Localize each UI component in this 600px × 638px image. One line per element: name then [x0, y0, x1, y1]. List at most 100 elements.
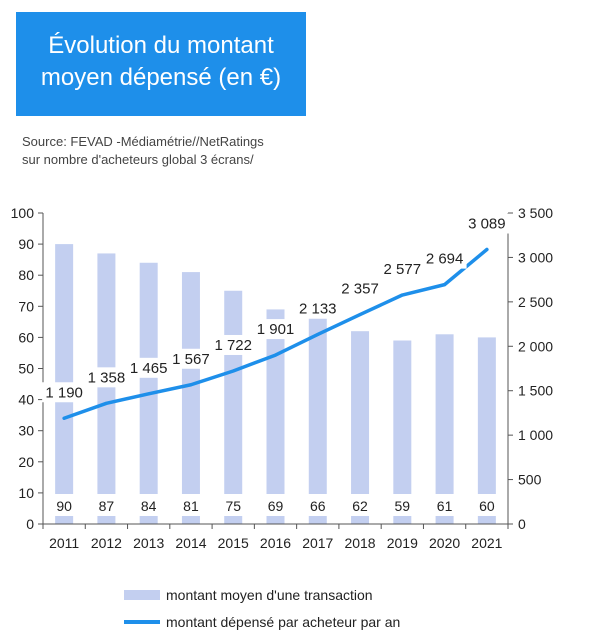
- right-tick-label: 1 000: [518, 427, 553, 443]
- left-tick-label: 10: [18, 485, 34, 501]
- line-label-box: [84, 367, 129, 388]
- line-point: [147, 392, 151, 396]
- bar: [181, 272, 200, 524]
- bar: [97, 253, 116, 524]
- line-label-box: [168, 348, 213, 369]
- source-line2: sur nombre d'acheteurs global 3 écrans/: [22, 152, 254, 167]
- bar: [308, 318, 327, 524]
- x-tick-label: 2015: [218, 535, 249, 551]
- x-tick-label: 2014: [175, 535, 206, 551]
- bar-label-box: [51, 494, 78, 516]
- line-label-box: [422, 248, 467, 269]
- left-tick-label: 90: [18, 236, 34, 252]
- left-tick-label: 0: [26, 516, 34, 532]
- right-tick-label: 0: [518, 516, 526, 532]
- bar-value-label: 87: [99, 498, 115, 514]
- bar-label-box: [473, 494, 500, 516]
- bar-value-label: 84: [141, 498, 157, 514]
- line-point: [400, 293, 404, 297]
- bar-value-label: 75: [225, 498, 241, 514]
- left-tick-label: 100: [11, 205, 35, 221]
- bar-label-box: [389, 494, 416, 516]
- bar-value-label: 90: [56, 498, 72, 514]
- line-label-box: [253, 319, 298, 340]
- line-value-label: 2 694: [426, 251, 464, 268]
- line-point: [231, 369, 235, 373]
- legend-bar-label: montant moyen d'une transaction: [166, 587, 373, 603]
- left-tick-label: 40: [18, 392, 34, 408]
- line-point: [104, 401, 108, 405]
- line-label-box: [42, 382, 87, 403]
- x-tick-label: 2016: [260, 535, 291, 551]
- bar-label-box: [177, 494, 204, 516]
- bar-label-box: [431, 494, 458, 516]
- bar: [224, 290, 243, 524]
- line-value-label: 1 358: [88, 369, 126, 386]
- chart-title-line1: Évolution du montant: [48, 32, 274, 59]
- line-point: [274, 353, 277, 357]
- line-value-label: 1 722: [214, 337, 252, 354]
- right-tick-label: 2 000: [518, 338, 553, 354]
- bar: [393, 340, 412, 524]
- line-value-label: 1 567: [172, 351, 210, 368]
- x-tick-label: 2019: [387, 535, 418, 551]
- bar-label-box: [93, 494, 120, 516]
- x-tick-label: 2012: [91, 535, 122, 551]
- line-point: [443, 283, 447, 287]
- line-value-label: 1 465: [130, 360, 168, 377]
- left-tick-label: 70: [18, 298, 34, 314]
- line-label-box: [464, 213, 509, 234]
- bar: [266, 309, 285, 524]
- x-tick-label: 2011: [49, 535, 79, 551]
- line-value-label: 2 133: [299, 300, 337, 317]
- bar-value-label: 66: [310, 498, 326, 514]
- bar: [477, 337, 496, 524]
- line-point: [189, 383, 193, 387]
- x-tick-label: 2021: [471, 535, 502, 551]
- left-tick-label: 80: [18, 267, 34, 283]
- bar-label-box: [262, 494, 289, 516]
- bar: [435, 334, 454, 524]
- line-label-box: [211, 334, 256, 355]
- line-point: [485, 248, 489, 252]
- right-tick-label: 2 500: [518, 294, 553, 310]
- bar-value-label: 69: [268, 498, 284, 514]
- bar-label-box: [304, 494, 331, 516]
- x-tick-label: 2020: [429, 535, 460, 551]
- bar-value-label: 59: [395, 498, 411, 514]
- source-line1: Source: FEVAD -Médiamétrie//NetRatings: [22, 134, 264, 149]
- left-tick-label: 20: [18, 454, 34, 470]
- line-value-label: 1 190: [45, 384, 83, 401]
- right-tick-label: 500: [518, 472, 542, 488]
- bar: [351, 331, 370, 524]
- line-value-label: 2 577: [384, 261, 422, 278]
- left-tick-label: 50: [18, 361, 34, 377]
- right-tick-label: 3 500: [518, 205, 553, 221]
- line-value-label: 2 357: [341, 281, 379, 298]
- line-value-label: 1 901: [257, 321, 295, 338]
- chart-title-line2: moyen dépensé (en €): [40, 64, 282, 91]
- bar-value-label: 60: [479, 498, 495, 514]
- x-tick-label: 2018: [344, 535, 375, 551]
- bar-label-box: [135, 494, 162, 516]
- line-label-box: [295, 298, 340, 319]
- line-label-box: [338, 278, 383, 299]
- line-label-box: [380, 259, 425, 280]
- line-point: [316, 332, 320, 336]
- bar-label-box: [220, 494, 247, 516]
- title-box: Évolution du montant moyen dépensé (en €…: [16, 12, 306, 116]
- line-point: [358, 313, 362, 317]
- line-label-box: [126, 357, 171, 378]
- x-tick-label: 2017: [302, 535, 333, 551]
- legend-bar-swatch: [124, 590, 160, 600]
- right-tick-label: 1 500: [518, 383, 553, 399]
- legend-line-label: montant dépensé par acheteur par an: [166, 614, 400, 630]
- bar-value-label: 61: [437, 498, 453, 514]
- right-tick-label: 3 000: [518, 249, 553, 265]
- line-value-label: 3 089: [468, 216, 506, 233]
- bar-value-label: 62: [352, 498, 368, 514]
- line-point: [62, 416, 66, 420]
- bar-value-label: 81: [183, 498, 199, 514]
- x-tick-label: 2013: [133, 535, 164, 551]
